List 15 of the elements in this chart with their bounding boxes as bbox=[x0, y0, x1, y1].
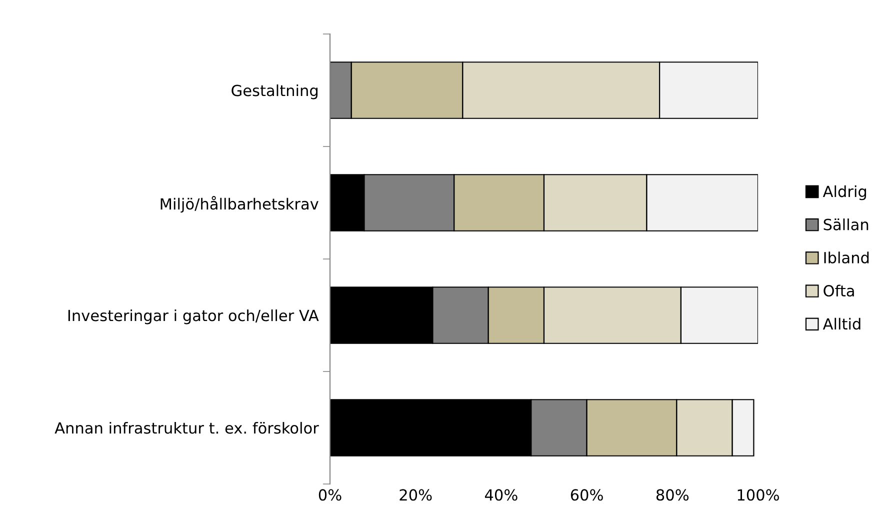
legend-label: Sällan bbox=[824, 218, 868, 230]
legend-label: Ofta bbox=[824, 284, 854, 297]
x-tick-label: 0% bbox=[318, 489, 342, 501]
legend-label: Alltid bbox=[822, 318, 860, 330]
y-tick-label: Gestaltning bbox=[232, 84, 318, 100]
y-tick-label: Investeringar i gator och/eller VA bbox=[68, 309, 319, 324]
y-tick-label: Annan infrastruktur t. ex. förskolor bbox=[54, 422, 319, 434]
x-tick-label: 40% bbox=[484, 489, 518, 501]
legend-label: Aldrig bbox=[822, 185, 866, 200]
x-tick-label: 20% bbox=[400, 489, 432, 501]
legend-label: Ibland bbox=[824, 252, 869, 264]
x-tick-label: 100% bbox=[738, 489, 779, 501]
x-tick-label: 60% bbox=[570, 489, 603, 501]
y-tick-label: Miljö/hållbarhetskrav bbox=[160, 196, 318, 213]
x-tick-label: 80% bbox=[656, 489, 689, 501]
